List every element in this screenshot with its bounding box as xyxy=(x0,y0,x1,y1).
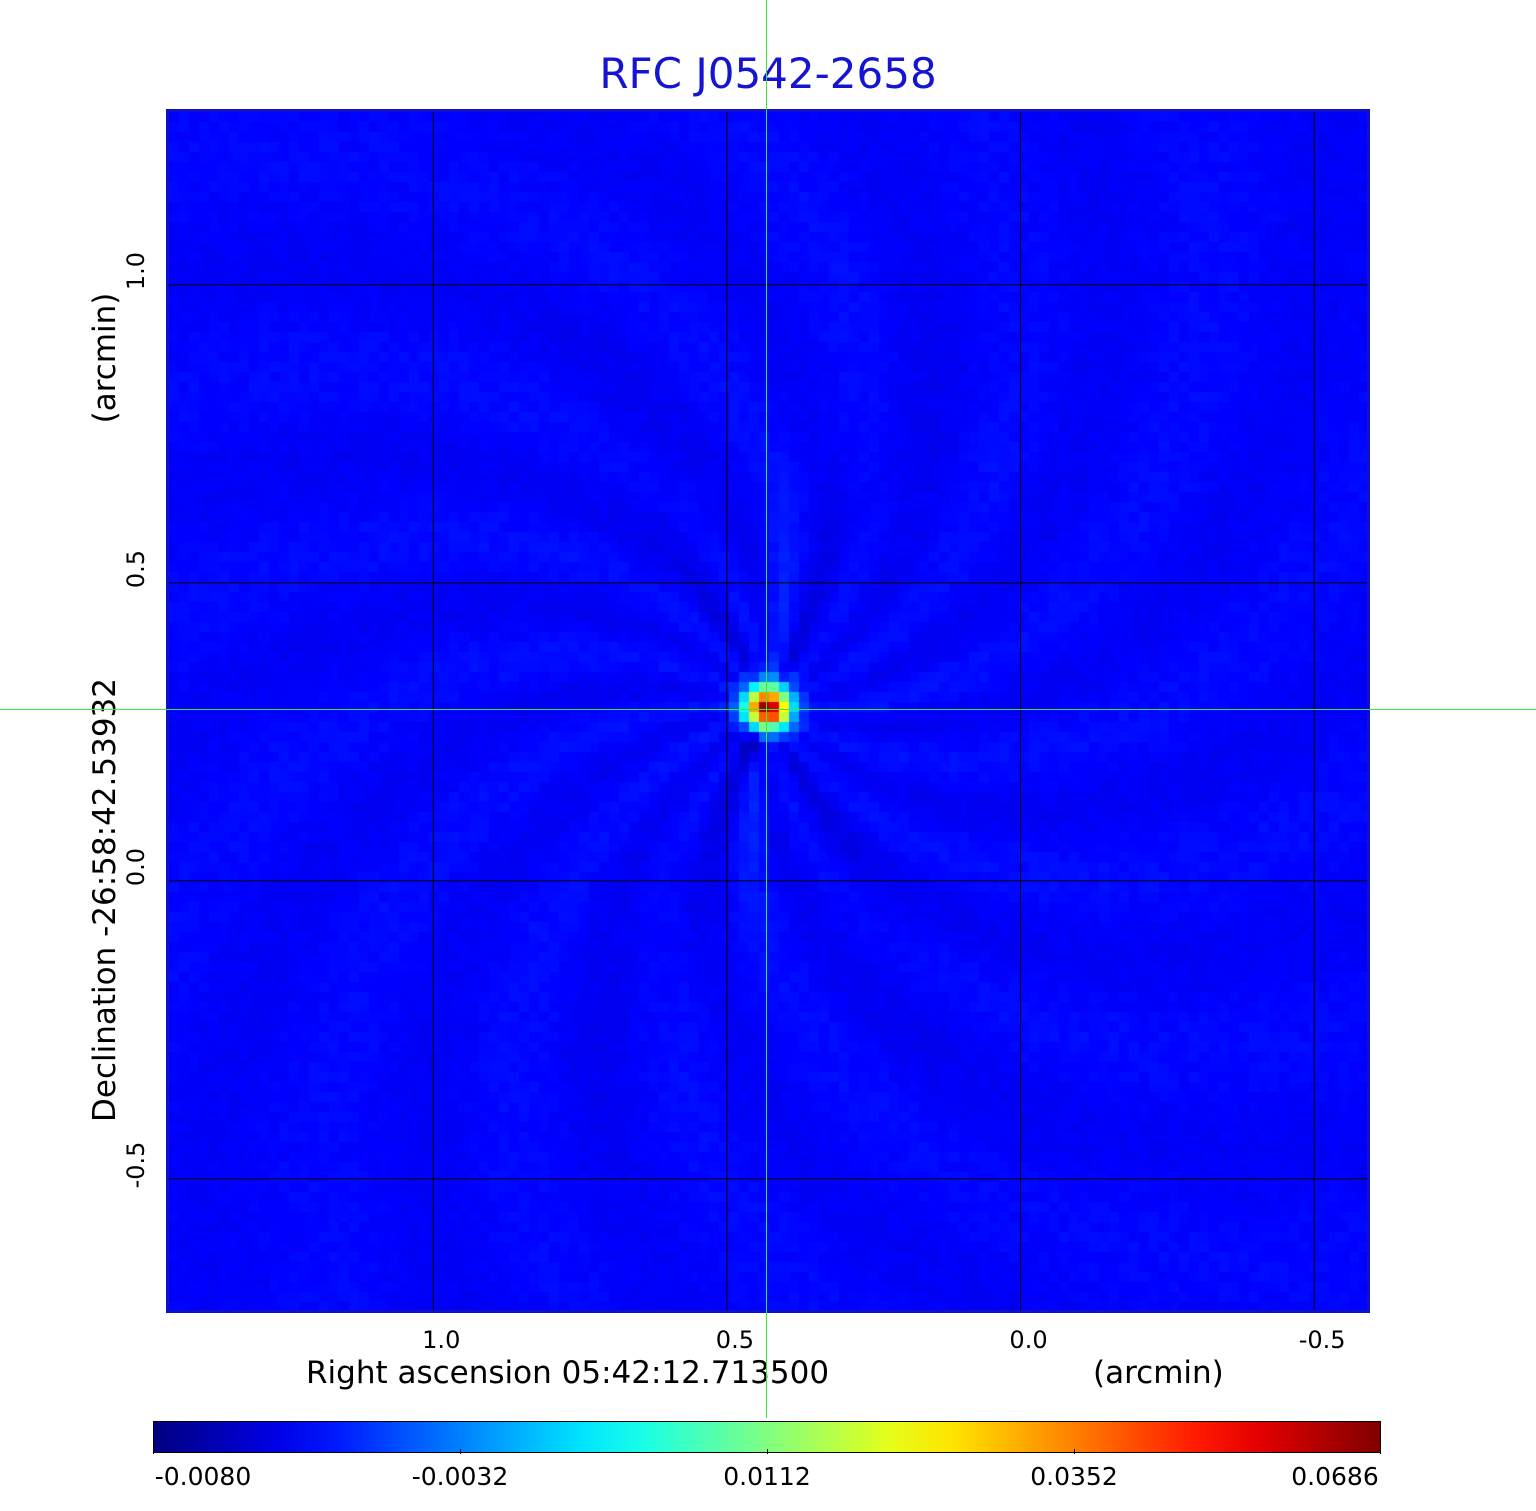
crosshair-horizontal xyxy=(0,709,1536,710)
colorbar-tick-mark-1 xyxy=(460,1449,461,1454)
colorbar-tick-label-4: 0.0686 xyxy=(1291,1462,1379,1491)
y-tick-label-1: 0.5 xyxy=(122,549,150,588)
colorbar-tick-mark-2 xyxy=(767,1449,768,1454)
y-tick-label-2: 0.0 xyxy=(122,847,150,886)
colorbar xyxy=(153,1421,1381,1453)
colorbar-tick-label-0: -0.0080 xyxy=(154,1462,252,1491)
colorbar-tick-label-1: -0.0032 xyxy=(411,1462,509,1491)
chart-title: RFC J0542-2658 xyxy=(599,49,937,98)
colorbar-tick-mark-0 xyxy=(153,1449,154,1454)
sky-intensity-map xyxy=(169,112,1367,1310)
sky-map-frame[interactable] xyxy=(166,109,1370,1313)
y-axis-label: Declination -26:58:42.53932 xyxy=(87,678,123,1122)
x-axis-unit: (arcmin) xyxy=(1093,1355,1224,1391)
x-tick-label-2: 0.0 xyxy=(1009,1326,1048,1354)
x-tick-label-0: 1.0 xyxy=(422,1326,461,1354)
x-tick-label-1: 0.5 xyxy=(715,1326,754,1354)
y-axis-unit: (arcmin) xyxy=(87,292,123,424)
colorbar-tick-mark-3 xyxy=(1074,1449,1075,1454)
colorbar-tick-label-3: 0.0352 xyxy=(1030,1462,1118,1491)
y-tick-label-0: 1.0 xyxy=(122,251,150,290)
x-axis-label: Right ascension 05:42:12.713500 xyxy=(306,1355,830,1391)
colorbar-tick-mark-4 xyxy=(1380,1449,1381,1454)
y-tick-label-3: -0.5 xyxy=(122,1141,150,1189)
x-tick-label-3: -0.5 xyxy=(1298,1326,1346,1354)
coordinate-grid xyxy=(169,112,1367,1310)
colorbar-tick-label-2: 0.0112 xyxy=(723,1462,811,1491)
